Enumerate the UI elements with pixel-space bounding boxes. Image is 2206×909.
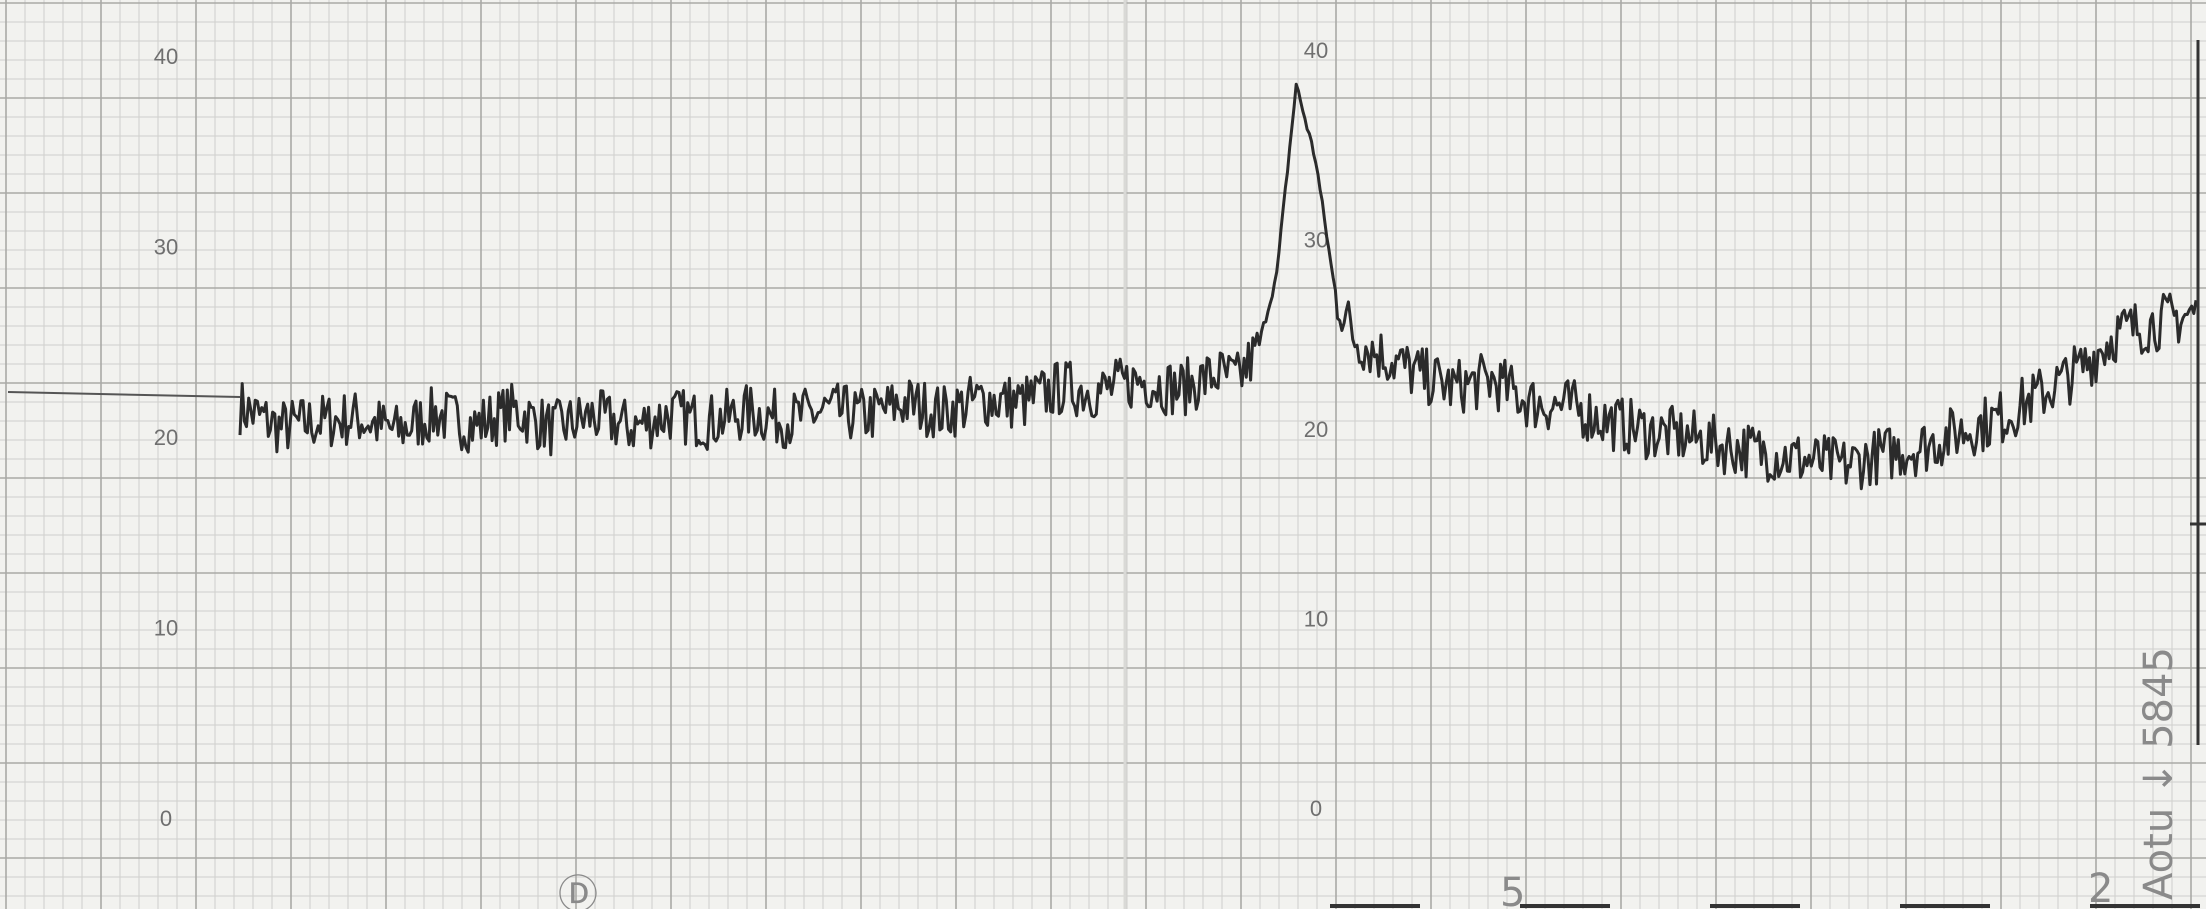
scrawl-left: Ⓓ [558,872,598,909]
y-tick-label: 10 [154,616,178,641]
scrawl-bottom-right: 2 [2088,866,2113,909]
y-tick-label: 0 [160,806,172,831]
y-tick-label: 40 [154,44,178,69]
left-scale-labels: 40 30 20 10 0 [154,44,178,831]
y-tick-label: 0 [1310,796,1322,821]
middle-scale-labels: 40 30 20 10 0 [1304,38,1328,821]
y-tick-label: 10 [1304,607,1328,632]
data-series-line [238,82,2198,491]
scrawl-bottom-mid: 5 [1500,870,1525,909]
scrawl-vertical: Aotu ↓ 5845 [2136,647,2182,900]
y-tick-label: 30 [1304,228,1328,253]
trace-line [238,82,2198,491]
y-tick-label: 20 [1304,417,1328,442]
pre-trace-baseline [7,391,241,398]
bottom-marks [1330,40,2206,908]
y-tick-label: 40 [1304,38,1328,63]
y-tick-label: 30 [154,235,178,260]
y-tick-label: 20 [154,425,178,450]
